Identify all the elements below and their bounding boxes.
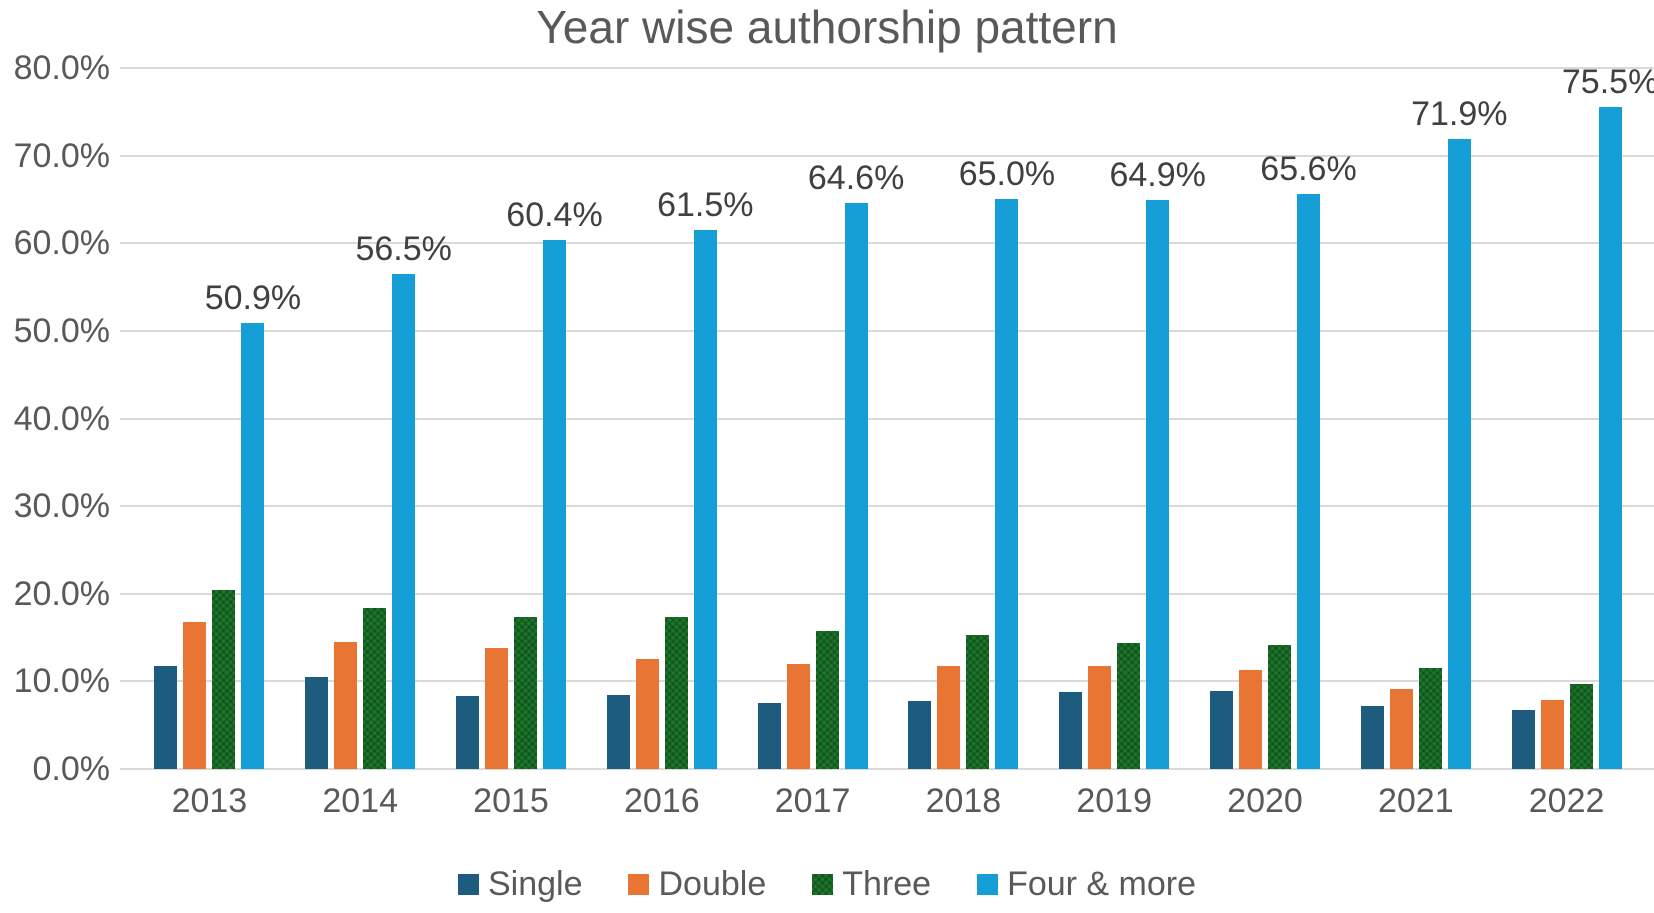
bar-three-2018 [966,634,990,769]
x-axis-tick-label: 2018 [925,782,1002,820]
y-axis-tick-label: 10.0% [13,662,110,701]
bar-four-more-2021 [1447,138,1471,769]
y-axis-tick-label: 30.0% [13,487,110,526]
y-axis-tick-label: 70.0% [13,136,110,175]
x-axis-tick-label: 2022 [1528,782,1605,820]
bar-single-2014 [305,676,329,769]
legend-item-three: Three [812,866,931,902]
gridline [120,329,1654,332]
bar-three-2022 [1569,684,1593,769]
data-label: 61.5% [657,186,754,225]
bar-three-2015 [514,617,537,769]
bar-double-2017 [786,663,810,769]
bar-four-more-2019 [1146,200,1170,769]
y-axis-tick-label: 80.0% [13,49,110,87]
bar-three-2020 [1268,645,1291,769]
legend-swatch [977,873,999,895]
data-label: 65.0% [958,155,1056,194]
legend-swatch [628,873,650,895]
bar-double-2018 [937,665,961,769]
y-axis-tick-label: 20.0% [13,574,110,613]
gridline [120,417,1654,420]
legend-item-double: Double [628,866,766,902]
bar-single-2013 [154,665,178,769]
bar-four-more-2013 [241,322,265,769]
legend: Single Double Three Four & more [0,866,1654,902]
data-label: 56.5% [355,229,452,268]
y-axis-tick-label: 60.0% [13,224,110,263]
bar-four-more-2017 [844,202,868,769]
legend-label: Double [658,865,767,903]
bar-three-2013 [212,590,236,769]
bar-four-more-2014 [392,273,416,769]
bar-single-2016 [606,695,630,769]
x-axis-tick-label: 2021 [1377,782,1454,820]
bar-double-2019 [1088,666,1112,769]
data-label: 60.4% [506,195,603,234]
data-label: 65.6% [1260,150,1357,189]
legend-label: Single [487,865,583,903]
bar-single-2019 [1059,691,1083,769]
data-label: 64.9% [1109,156,1206,195]
x-axis-tick-label: 2019 [1076,782,1152,820]
gridline [120,592,1654,595]
bar-three-2021 [1418,668,1442,769]
bar-double-2013 [183,621,207,769]
y-axis-tick-label: 40.0% [13,399,110,438]
gridline [120,154,1654,157]
x-axis-tick-label: 2013 [171,782,248,820]
legend-item-four-more: Four & more [977,866,1196,902]
data-label: 75.5% [1561,63,1654,102]
bar-single-2018 [908,700,932,769]
bar-double-2021 [1389,689,1413,769]
legend-label: Three [842,865,932,903]
bar-three-2016 [664,616,688,769]
legend-swatch [812,873,834,895]
bar-four-more-2016 [693,230,717,769]
bar-double-2020 [1239,669,1262,769]
legend-item-single: Single [457,865,583,903]
gridline [120,768,1654,770]
bar-single-2021 [1360,705,1384,769]
gridline [120,67,1654,69]
chart-title: Year wise authorship pattern [536,1,1118,53]
gridline [120,505,1654,508]
bar-double-2015 [485,648,508,769]
bar-three-2019 [1117,642,1141,769]
x-axis-tick-label: 2014 [322,782,398,820]
x-axis-tick-label: 2016 [623,782,700,820]
data-label: 50.9% [204,278,302,317]
data-label: 64.6% [807,158,905,197]
x-axis-tick-label: 2017 [774,782,851,820]
bar-single-2015 [456,696,479,769]
bar-three-2014 [363,607,387,769]
gridline [120,242,1654,245]
x-axis-tick-label: 2015 [473,782,549,820]
bar-four-more-2018 [995,199,1019,769]
legend-swatch [457,873,479,895]
bar-four-more-2022 [1598,107,1622,769]
bar-double-2014 [334,641,358,769]
bar-three-2017 [815,630,839,769]
x-axis-tick-label: 2020 [1227,782,1303,820]
bar-double-2022 [1540,699,1564,769]
data-label: 71.9% [1411,94,1508,133]
bar-single-2022 [1511,710,1535,769]
y-axis-tick-label: 0.0% [32,750,111,788]
gridline [120,680,1654,683]
legend-label: Four & more [1007,865,1197,903]
bar-four-more-2020 [1297,194,1320,769]
bar-four-more-2015 [543,239,566,769]
bar-single-2020 [1210,691,1233,769]
y-axis-tick-label: 50.0% [13,311,110,350]
bar-double-2016 [635,659,659,769]
bar-single-2017 [757,703,781,769]
